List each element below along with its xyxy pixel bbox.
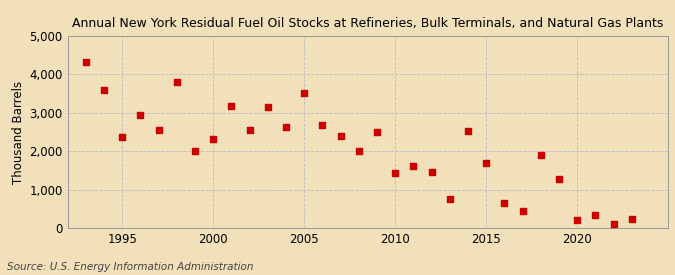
Point xyxy=(99,87,109,92)
Point xyxy=(354,149,364,153)
Point xyxy=(263,105,273,109)
Point xyxy=(80,59,91,64)
Point xyxy=(444,196,455,201)
Point xyxy=(208,136,219,141)
Point xyxy=(481,161,491,165)
Point xyxy=(590,213,601,217)
Point xyxy=(299,91,310,95)
Point xyxy=(572,218,583,222)
Point xyxy=(517,209,528,213)
Point xyxy=(408,164,418,168)
Y-axis label: Thousand Barrels: Thousand Barrels xyxy=(12,80,25,184)
Point xyxy=(153,128,164,133)
Point xyxy=(499,201,510,205)
Text: Source: U.S. Energy Information Administration: Source: U.S. Energy Information Administ… xyxy=(7,262,253,272)
Point xyxy=(281,125,292,130)
Point xyxy=(226,104,237,108)
Point xyxy=(244,128,255,133)
Point xyxy=(371,130,382,134)
Point xyxy=(535,153,546,157)
Point xyxy=(462,129,473,133)
Title: Annual New York Residual Fuel Oil Stocks at Refineries, Bulk Terminals, and Natu: Annual New York Residual Fuel Oil Stocks… xyxy=(72,17,664,31)
Point xyxy=(626,217,637,222)
Point xyxy=(317,122,328,127)
Point xyxy=(190,149,200,153)
Point xyxy=(389,171,400,175)
Point xyxy=(117,134,128,139)
Point xyxy=(426,170,437,174)
Point xyxy=(135,112,146,117)
Point xyxy=(554,177,564,181)
Point xyxy=(335,134,346,138)
Point xyxy=(608,221,619,226)
Point xyxy=(171,80,182,84)
